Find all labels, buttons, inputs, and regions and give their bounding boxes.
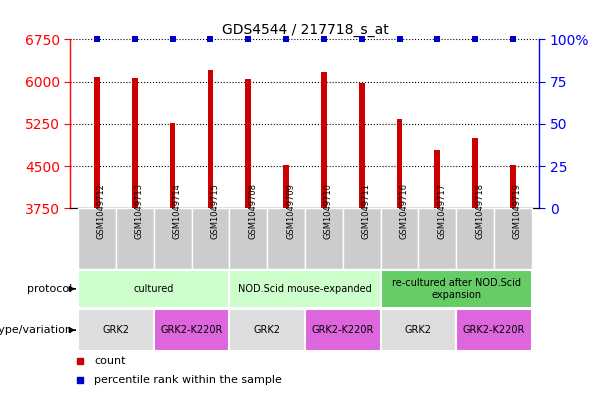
Text: GRK2-K220R: GRK2-K220R bbox=[161, 325, 223, 335]
Bar bbox=[208, 70, 213, 208]
Bar bbox=[359, 83, 365, 208]
Text: GSM1049715: GSM1049715 bbox=[210, 184, 219, 239]
Text: GSM1049713: GSM1049713 bbox=[135, 184, 144, 239]
Bar bbox=[381, 208, 419, 269]
Text: genotype/variation: genotype/variation bbox=[0, 325, 72, 335]
Bar bbox=[132, 78, 138, 208]
Text: count: count bbox=[94, 356, 126, 366]
Text: GSM1049716: GSM1049716 bbox=[400, 184, 408, 239]
Bar bbox=[381, 270, 532, 308]
Bar bbox=[456, 208, 494, 269]
Bar bbox=[494, 208, 532, 269]
Text: GRK2: GRK2 bbox=[102, 325, 129, 335]
Bar bbox=[381, 309, 456, 351]
Text: NOD.Scid mouse-expanded: NOD.Scid mouse-expanded bbox=[238, 284, 372, 294]
Bar bbox=[191, 208, 229, 269]
Text: GSM1049718: GSM1049718 bbox=[475, 184, 484, 239]
Text: GRK2-K220R: GRK2-K220R bbox=[311, 325, 374, 335]
Bar bbox=[305, 208, 343, 269]
Bar bbox=[245, 79, 251, 208]
Bar bbox=[154, 309, 229, 351]
Bar bbox=[435, 150, 440, 208]
Title: GDS4544 / 217718_s_at: GDS4544 / 217718_s_at bbox=[221, 23, 389, 37]
Text: protocol: protocol bbox=[27, 284, 72, 294]
Bar bbox=[456, 309, 532, 351]
Bar bbox=[229, 208, 267, 269]
Bar bbox=[170, 123, 175, 208]
Text: percentile rank within the sample: percentile rank within the sample bbox=[94, 375, 282, 385]
Text: GRK2: GRK2 bbox=[254, 325, 281, 335]
Bar bbox=[305, 309, 381, 351]
Bar bbox=[229, 270, 381, 308]
Text: GSM1049712: GSM1049712 bbox=[97, 184, 106, 239]
Text: GSM1049710: GSM1049710 bbox=[324, 184, 333, 239]
Bar bbox=[229, 309, 305, 351]
Bar bbox=[419, 208, 456, 269]
Text: GRK2: GRK2 bbox=[405, 325, 432, 335]
Bar bbox=[283, 165, 289, 208]
Bar bbox=[472, 138, 478, 208]
Text: GSM1049708: GSM1049708 bbox=[248, 184, 257, 239]
Text: GSM1049709: GSM1049709 bbox=[286, 184, 295, 239]
Bar bbox=[154, 208, 191, 269]
Text: GSM1049711: GSM1049711 bbox=[362, 184, 371, 239]
Text: GSM1049717: GSM1049717 bbox=[437, 184, 446, 239]
Text: re-cultured after NOD.Scid
expansion: re-cultured after NOD.Scid expansion bbox=[392, 278, 520, 299]
Text: cultured: cultured bbox=[134, 284, 174, 294]
Bar bbox=[510, 165, 516, 208]
Bar bbox=[116, 208, 154, 269]
Bar bbox=[321, 72, 327, 208]
Bar bbox=[397, 119, 402, 208]
Text: GSM1049714: GSM1049714 bbox=[173, 184, 181, 239]
Bar bbox=[78, 208, 116, 269]
Text: GSM1049719: GSM1049719 bbox=[513, 184, 522, 239]
Bar bbox=[78, 309, 154, 351]
Text: GRK2-K220R: GRK2-K220R bbox=[463, 325, 525, 335]
Bar bbox=[343, 208, 381, 269]
Bar bbox=[267, 208, 305, 269]
Bar bbox=[94, 77, 100, 208]
Bar bbox=[78, 270, 229, 308]
